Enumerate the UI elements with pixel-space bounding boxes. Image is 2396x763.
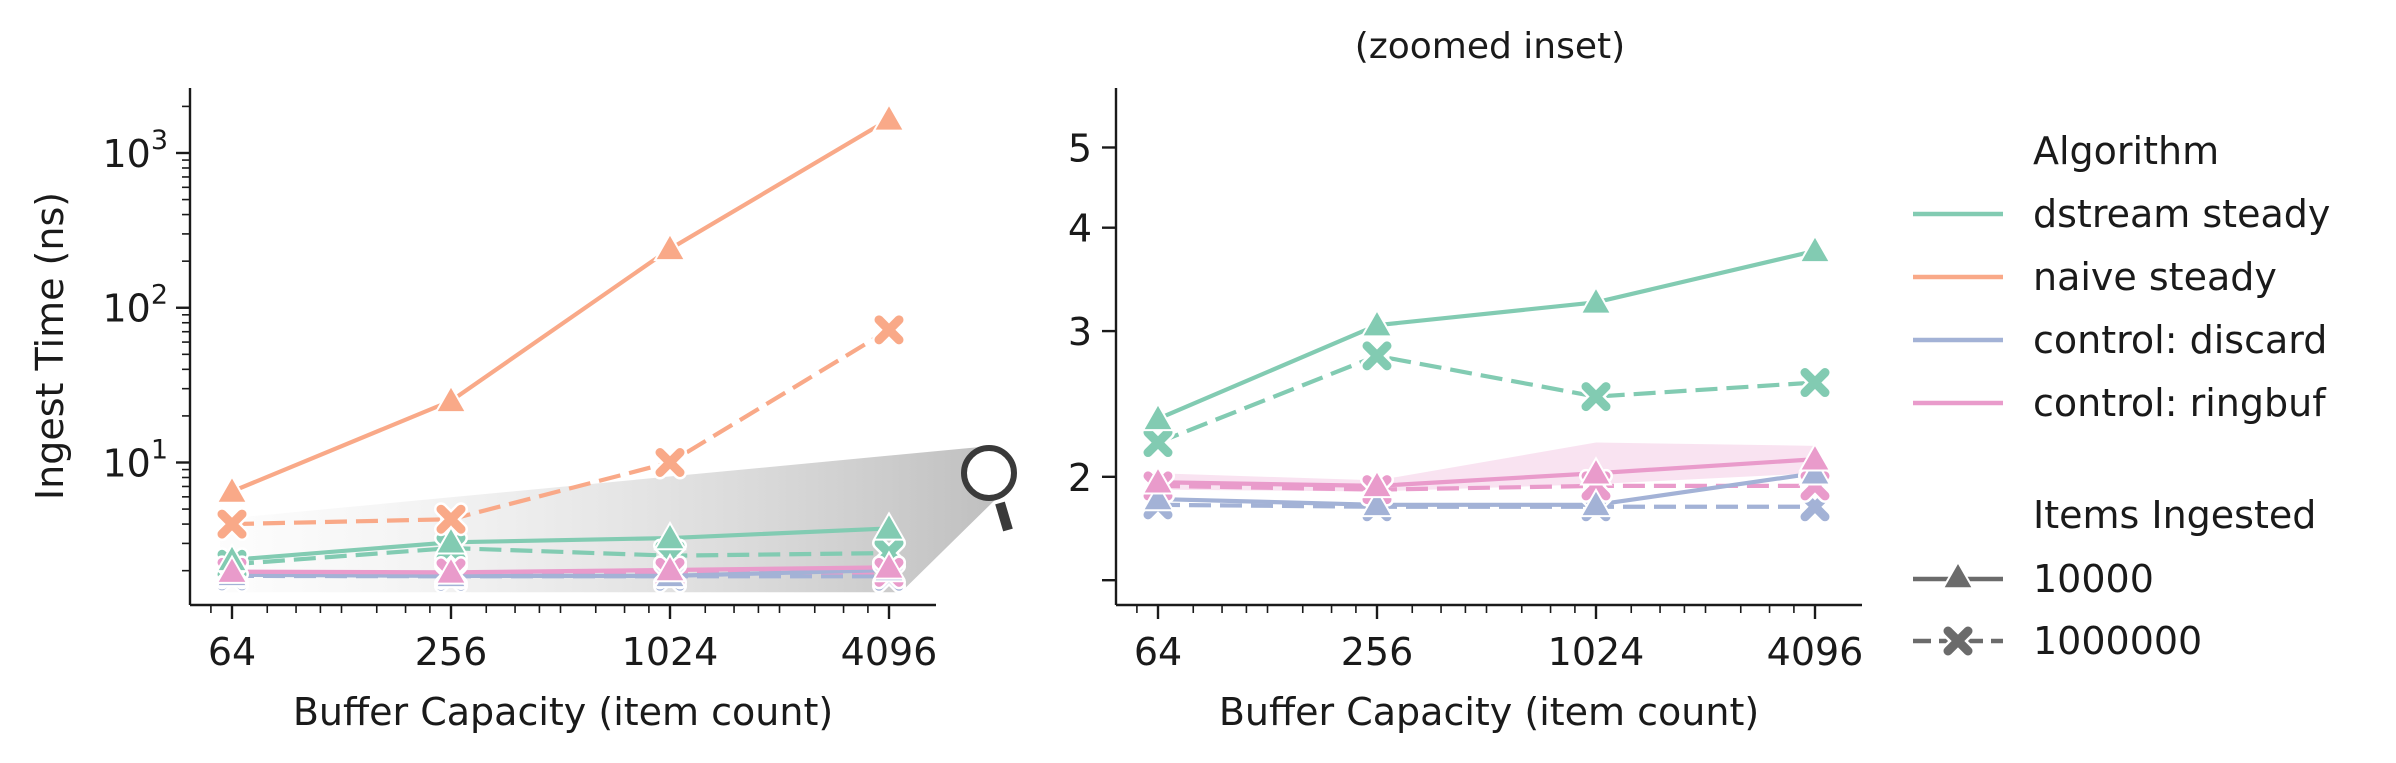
left-x-ticks: 64 256 1024 4096	[208, 605, 938, 674]
point-control-ringbuf-10000-1024	[1579, 456, 1613, 486]
point-naive-steady-10000-1024	[653, 231, 687, 262]
right-confidence-bands	[1158, 442, 1815, 492]
point-dstream-steady-10000-1024	[653, 521, 687, 551]
y-tick-label-4: 4	[1068, 207, 1092, 251]
right-x-axis-label: Buffer Capacity (item count)	[1219, 690, 1759, 734]
legend-marker-triangle	[1941, 559, 1975, 590]
line-control-ringbuf-1000000	[1157, 483, 1815, 492]
y-tick-label-1e2: 102	[102, 280, 168, 331]
line-naive-steady-1000000	[231, 328, 891, 527]
right-x-ticks: 64 256 1024 4096	[1134, 605, 1864, 674]
left-axes	[188, 88, 936, 607]
point-naive-steady-10000-256	[434, 383, 468, 414]
point-dstream-steady-10000-4096	[1798, 233, 1832, 264]
point-naive-steady-1000000-256	[434, 502, 468, 537]
point-control-ringbuf-10000-256	[434, 555, 468, 585]
x-tick-label-4096: 4096	[1767, 630, 1864, 674]
x-tick-label-1024: 1024	[1548, 630, 1645, 674]
legend-label-control-discard: control: discard	[2033, 318, 2327, 362]
right-y-ticks: 2 3 4 5	[1068, 126, 1116, 582]
y-tick-label-1e1: 101	[102, 434, 168, 485]
point-dstream-steady-10000-1024	[1579, 285, 1613, 315]
point-naive-steady-1000000-64	[215, 507, 249, 542]
y-tick-label-1e3: 103	[102, 125, 168, 176]
point-control-ringbuf-10000-64	[1141, 465, 1175, 495]
right-chart-title: (zoomed inset)	[1355, 26, 1625, 67]
point-control-ringbuf-10000-1024	[653, 552, 687, 583]
line-dstream-steady-1000000	[231, 545, 890, 567]
legend-title-items: Items Ingested	[2033, 493, 2316, 537]
y-tick-label-3: 3	[1068, 310, 1092, 354]
line-control-discard-10000	[1157, 471, 1816, 507]
legend-label-naive-steady: naive steady	[2033, 255, 2277, 299]
legend-items-entries: 10000 1000000	[1913, 557, 2202, 663]
legend: Algorithm dstream steady naive steady cont…	[1913, 129, 2330, 663]
point-dstream-steady-1000000-256	[1360, 338, 1394, 373]
left-y-ticks: 101 102 103	[102, 105, 190, 572]
x-tick-label-64: 64	[208, 630, 256, 674]
x-tick-label-256: 256	[415, 630, 488, 674]
band-control-ringbuf-10000	[1158, 442, 1815, 492]
y-tick-label-2: 2	[1068, 456, 1092, 500]
legend-label-dstream-steady: dstream steady	[2033, 192, 2330, 236]
left-y-axis-label: Ingest Time (ns)	[28, 192, 72, 500]
legend-title-algorithm: Algorithm	[2033, 129, 2219, 173]
x-tick-label-64: 64	[1134, 630, 1182, 674]
point-control-ringbuf-10000-4096	[872, 550, 906, 580]
legend-label-control-ringbuf: control: ringbuf	[2033, 381, 2327, 425]
line-control-ringbuf-10000	[231, 565, 890, 575]
magnifier-icon	[961, 445, 1017, 532]
point-control-ringbuf-10000-4096	[1798, 442, 1832, 472]
x-tick-label-1024: 1024	[622, 630, 719, 674]
point-dstream-steady-1000000-1024	[1579, 379, 1613, 414]
left-series-lines	[231, 117, 891, 579]
y-tick-label-5: 5	[1068, 126, 1092, 170]
x-tick-label-256: 256	[1341, 630, 1414, 674]
legend-label-items-10000: 10000	[2033, 557, 2154, 601]
point-dstream-steady-10000-256	[434, 525, 468, 555]
left-series-markers	[215, 102, 906, 594]
legend-label-items-1000000: 1000000	[2033, 619, 2202, 663]
point-dstream-steady-10000-256	[1360, 308, 1394, 338]
point-dstream-steady-1000000-4096	[1798, 365, 1832, 400]
legend-marker-x	[1941, 624, 1975, 658]
left-chart: 64 256 1024 4096 101 102 103 Buffer Capacity …	[28, 88, 1017, 734]
point-control-ringbuf-10000-256	[1360, 468, 1394, 499]
legend-algorithm-entries: dstream steady naive steady control: disca…	[1913, 192, 2330, 425]
point-dstream-steady-10000-4096	[872, 511, 906, 541]
point-naive-steady-1000000-4096	[872, 312, 906, 347]
point-control-ringbuf-10000-64	[215, 554, 249, 584]
point-control-discard-10000-64	[1141, 482, 1175, 512]
point-control-discard-10000-256	[1360, 487, 1394, 518]
line-dstream-steady-10000	[1157, 248, 1816, 421]
line-control-discard-10000	[231, 567, 890, 579]
right-chart: (zoomed inset) 64 256 1024 4096 2 3 4 5 Buffer…	[1068, 26, 1864, 734]
point-naive-steady-10000-4096	[872, 102, 906, 132]
point-dstream-steady-10000-64	[1141, 401, 1175, 432]
right-axes	[1114, 88, 1862, 607]
point-dstream-steady-1000000-64	[1141, 425, 1175, 460]
point-naive-steady-10000-64	[215, 474, 249, 504]
line-dstream-steady-10000	[231, 526, 890, 562]
line-naive-steady-10000	[231, 117, 891, 494]
left-x-axis-label: Buffer Capacity (item count)	[293, 690, 833, 734]
point-control-discard-10000-1024	[1579, 487, 1613, 518]
x-tick-label-4096: 4096	[841, 630, 938, 674]
point-naive-steady-1000000-1024	[653, 445, 687, 480]
right-series-markers	[1141, 233, 1832, 524]
line-dstream-steady-1000000	[1157, 353, 1816, 445]
line-control-ringbuf-10000	[1157, 457, 1816, 489]
right-series-lines	[1157, 248, 1816, 509]
